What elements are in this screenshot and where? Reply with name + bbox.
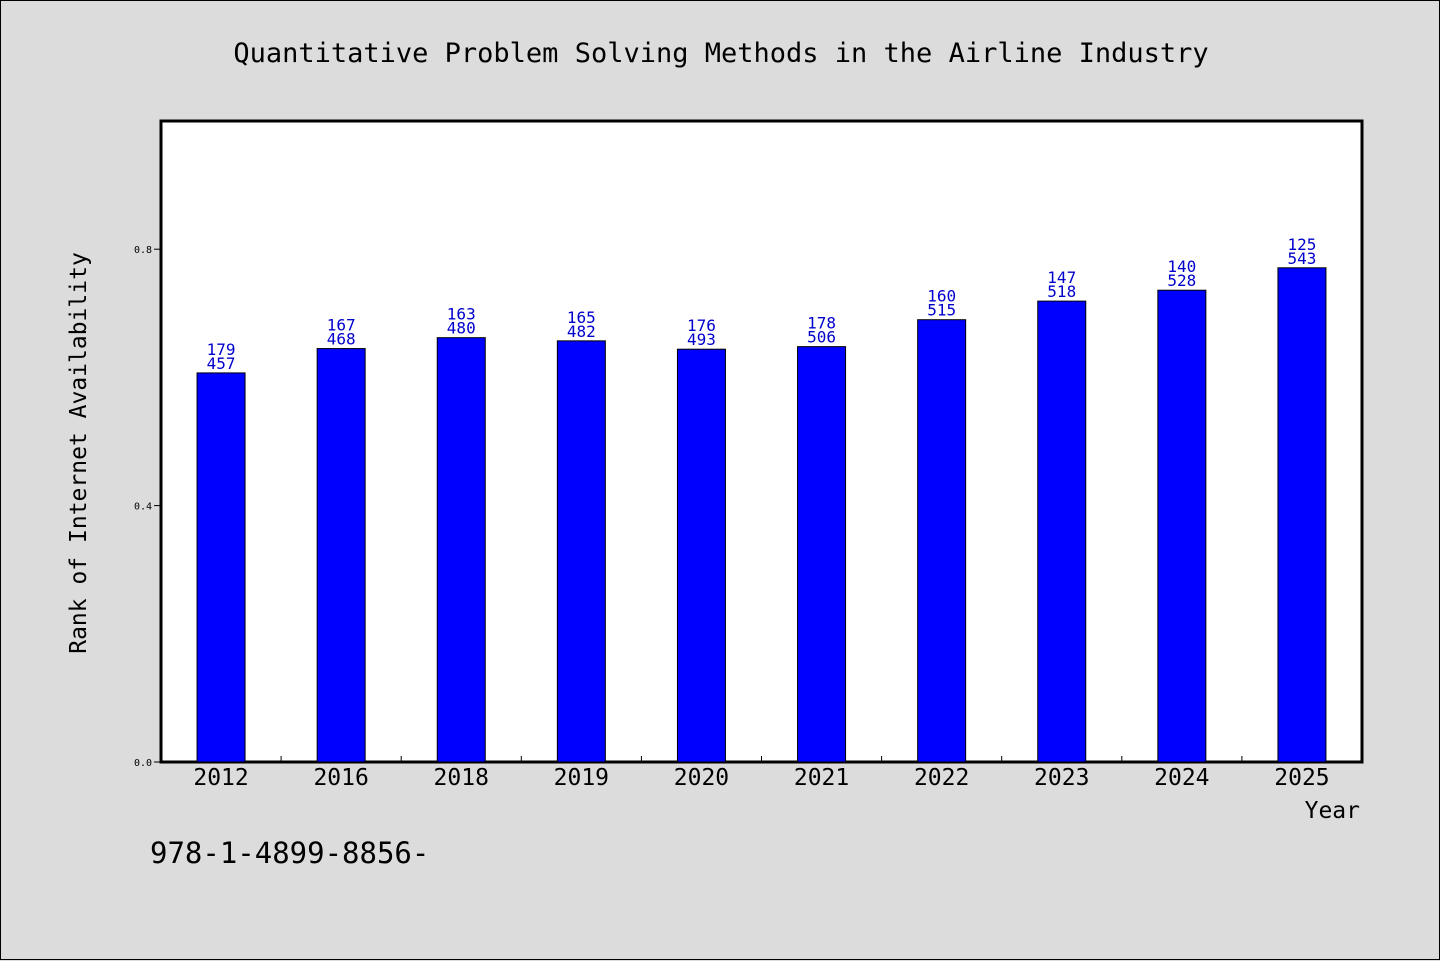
y-tick-label: 0.0 xyxy=(134,758,152,769)
bar xyxy=(316,348,366,763)
y-tick-label: 0.8 xyxy=(134,245,152,256)
bar xyxy=(917,319,967,763)
bar-label-top: 160 xyxy=(927,287,956,306)
bar xyxy=(196,372,246,763)
y-axis-label: Rank of Internet Availability xyxy=(66,252,92,654)
bar-label-bottom: 543 xyxy=(1287,249,1316,268)
bar xyxy=(797,346,847,763)
bar-label-top: 147 xyxy=(1047,268,1076,287)
chart-title: Quantitative Problem Solving Methods in … xyxy=(233,38,1208,69)
y-axis: 0.0 0.4 0.8 xyxy=(134,245,161,769)
y-tick-label: 0.4 xyxy=(134,502,152,513)
bar-label-bottom: 506 xyxy=(807,328,836,347)
x-tick-label: 2019 xyxy=(554,765,609,791)
bar-label-bottom: 515 xyxy=(927,301,956,320)
bar-label-top: 125 xyxy=(1287,235,1316,254)
x-tick-label: 2012 xyxy=(193,765,248,791)
bar xyxy=(1037,300,1087,763)
bar-label-bottom: 480 xyxy=(447,319,476,338)
bar-label-bottom: 482 xyxy=(567,322,596,341)
bar xyxy=(1277,267,1327,763)
bar-label-bottom: 468 xyxy=(327,330,356,349)
x-tick-label: 2016 xyxy=(313,765,368,791)
bar-label-top: 178 xyxy=(807,314,836,333)
x-axis: 2012 2016 2018 2019 2020 2021 2022 2023 2024 2025 xyxy=(193,756,1330,791)
bar xyxy=(436,337,486,763)
x-tick-label: 2024 xyxy=(1154,765,1209,791)
x-tick-label: 2021 xyxy=(794,765,849,791)
bar xyxy=(676,348,726,763)
x-tick-label: 2023 xyxy=(1034,765,1089,791)
bar xyxy=(1157,289,1207,763)
bar xyxy=(556,340,606,763)
bar-label-top: 165 xyxy=(567,308,596,327)
bar-label-top: 179 xyxy=(207,340,236,359)
bar-label-top: 167 xyxy=(327,316,356,335)
bar-label-bottom: 528 xyxy=(1167,271,1196,290)
x-tick-label: 2025 xyxy=(1274,765,1329,791)
x-tick-label: 2018 xyxy=(434,765,489,791)
x-tick-label: 2022 xyxy=(914,765,969,791)
bar-label-top: 140 xyxy=(1167,257,1196,276)
x-tick-label: 2020 xyxy=(674,765,729,791)
footer-isbn: 978-1-4899-8856- xyxy=(150,836,429,870)
bar-label-top: 163 xyxy=(447,305,476,324)
x-axis-label: Year xyxy=(1305,798,1360,824)
bar-label-bottom: 493 xyxy=(687,330,716,349)
bar-label-bottom: 518 xyxy=(1047,282,1076,301)
bar-label-bottom: 457 xyxy=(207,354,236,373)
bar-label-top: 176 xyxy=(687,316,716,335)
